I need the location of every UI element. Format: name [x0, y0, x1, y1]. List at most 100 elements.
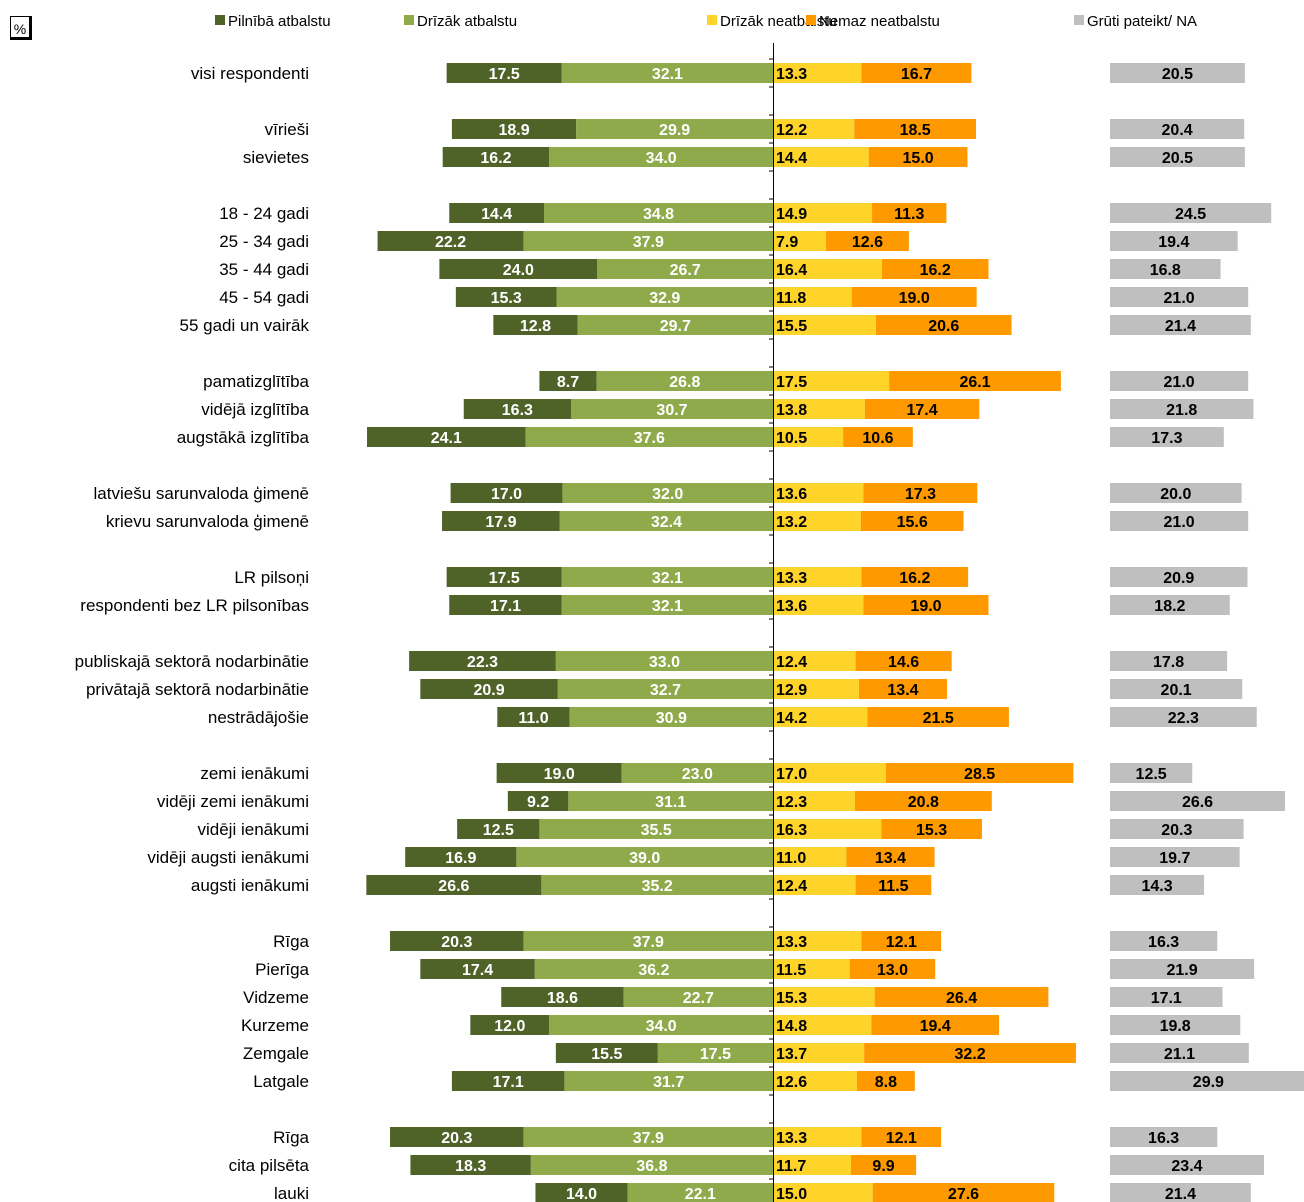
data-label: 10.5	[776, 430, 807, 447]
bar-pilniba-atbalstu	[367, 427, 526, 447]
bar-drizak-atbalstu	[530, 1155, 773, 1175]
data-label: 11.3	[894, 206, 924, 223]
data-label: 19.4	[920, 1018, 951, 1035]
bar-gruti-pateikt	[1110, 483, 1242, 503]
data-label: 13.2	[776, 514, 807, 531]
bar-drizak-neatbalstu	[774, 147, 869, 167]
category-label: 18 - 24 gadi	[219, 204, 309, 223]
bar-nemaz-neatbalstu	[872, 203, 947, 223]
data-label: 16.7	[901, 66, 932, 83]
bar-gruti-pateikt	[1110, 679, 1243, 699]
bar-drizak-neatbalstu	[774, 483, 864, 503]
data-label: 20.9	[1163, 570, 1194, 587]
data-label: 15.0	[776, 1186, 807, 1202]
data-label: 37.9	[633, 234, 664, 251]
bar-gruti-pateikt	[1110, 651, 1228, 671]
bar-nemaz-neatbalstu	[861, 931, 942, 951]
bar-gruti-pateikt	[1110, 203, 1272, 223]
data-label: 35.5	[641, 822, 672, 839]
data-label: 17.4	[906, 402, 937, 419]
bar-drizak-neatbalstu	[774, 875, 856, 895]
data-label: 13.7	[776, 1046, 807, 1063]
data-label: 26.1	[959, 374, 990, 391]
data-label: 32.7	[650, 682, 681, 699]
data-label: 26.7	[670, 262, 701, 279]
data-label: 14.9	[776, 206, 807, 223]
legend-swatch	[707, 15, 717, 25]
data-label: 20.0	[1160, 486, 1191, 503]
data-label: 26.6	[438, 878, 469, 895]
data-label: 7.9	[776, 234, 798, 251]
bar-nemaz-neatbalstu	[843, 427, 913, 447]
bar-pilniba-atbalstu	[442, 147, 550, 167]
bar-pilniba-atbalstu	[446, 63, 562, 83]
bar-drizak-neatbalstu	[774, 595, 864, 615]
bar-drizak-neatbalstu	[774, 847, 847, 867]
bar-gruti-pateikt	[1110, 931, 1218, 951]
bar-drizak-neatbalstu	[774, 791, 855, 811]
data-label: 34.0	[646, 150, 677, 167]
bar-drizak-neatbalstu	[774, 651, 856, 671]
bar-nemaz-neatbalstu	[889, 371, 1061, 391]
bar-pilniba-atbalstu	[463, 399, 571, 419]
bar-drizak-atbalstu	[562, 483, 773, 503]
bar-pilniba-atbalstu	[410, 1155, 531, 1175]
data-label: 17.1	[1151, 990, 1182, 1007]
category-label: Rīga	[273, 1128, 309, 1147]
legend-swatch	[1074, 15, 1084, 25]
data-label: 13.4	[887, 682, 918, 699]
bar-pilniba-atbalstu	[390, 1127, 524, 1147]
data-label: 10.6	[862, 430, 893, 447]
category-label: Zemgale	[243, 1044, 309, 1063]
data-label: 24.1	[431, 430, 462, 447]
data-label: 24.0	[503, 262, 534, 279]
bar-gruti-pateikt	[1110, 1127, 1218, 1147]
bar-nemaz-neatbalstu	[858, 679, 948, 699]
bar-gruti-pateikt	[1110, 959, 1255, 979]
data-label: 20.5	[1162, 150, 1193, 167]
bar-drizak-neatbalstu	[774, 959, 850, 979]
data-label: 12.6	[776, 1074, 807, 1091]
data-label: 19.0	[910, 598, 941, 615]
bar-gruti-pateikt	[1110, 1071, 1304, 1091]
data-label: 17.5	[489, 66, 520, 83]
data-label: 20.5	[1162, 66, 1193, 83]
data-label: 12.1	[886, 1130, 917, 1147]
category-label: vidēji ienākumi	[198, 820, 310, 839]
bar-gruti-pateikt	[1110, 371, 1249, 391]
data-label: 16.3	[1148, 1130, 1179, 1147]
data-label: 12.2	[776, 122, 807, 139]
bar-drizak-atbalstu	[657, 1043, 773, 1063]
category-label: nestrādājošie	[208, 708, 309, 727]
bar-pilniba-atbalstu	[470, 1015, 550, 1035]
bar-gruti-pateikt	[1110, 147, 1245, 167]
data-label: 17.3	[905, 486, 936, 503]
data-label: 20.4	[1162, 122, 1193, 139]
data-label: 9.9	[872, 1158, 894, 1175]
data-label: 16.2	[899, 570, 930, 587]
data-label: 14.3	[1141, 878, 1172, 895]
bar-drizak-atbalstu	[597, 259, 773, 279]
category-label: latviešu sarunvaloda ģimenē	[94, 484, 309, 503]
bar-drizak-atbalstu	[516, 847, 773, 867]
data-label: 12.5	[1136, 766, 1167, 783]
data-label: 33.0	[649, 654, 680, 671]
bar-gruti-pateikt	[1110, 707, 1257, 727]
legend-swatch	[806, 15, 816, 25]
bar-drizak-atbalstu	[576, 119, 773, 139]
bar-drizak-neatbalstu	[774, 1071, 857, 1091]
category-label: 55 gadi un vairāk	[180, 316, 310, 335]
bar-drizak-neatbalstu	[774, 819, 882, 839]
data-label: 21.9	[1166, 962, 1197, 979]
data-label: 11.5	[776, 962, 806, 979]
data-label: 17.5	[700, 1046, 731, 1063]
legend-swatch	[215, 15, 225, 25]
bar-gruti-pateikt	[1110, 511, 1249, 531]
category-label: zemi ienākumi	[200, 764, 309, 783]
data-label: 11.0	[776, 850, 806, 867]
bar-gruti-pateikt	[1110, 1183, 1251, 1202]
data-label: 39.0	[629, 850, 660, 867]
bar-drizak-atbalstu	[627, 1183, 773, 1202]
legend-label: Grūti pateikt/ NA	[1087, 13, 1197, 30]
bar-nemaz-neatbalstu	[861, 63, 972, 83]
